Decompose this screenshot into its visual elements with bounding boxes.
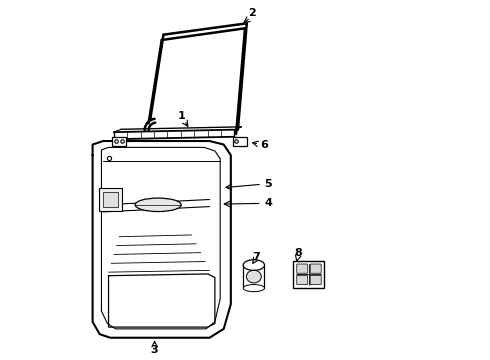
Text: 2: 2 xyxy=(248,8,256,18)
FancyBboxPatch shape xyxy=(310,264,321,273)
Text: 8: 8 xyxy=(294,248,302,258)
FancyBboxPatch shape xyxy=(98,188,122,211)
Ellipse shape xyxy=(243,284,265,292)
FancyBboxPatch shape xyxy=(293,261,324,288)
Text: 1: 1 xyxy=(177,111,185,121)
Ellipse shape xyxy=(243,260,265,270)
Text: 4: 4 xyxy=(264,198,272,208)
Text: 5: 5 xyxy=(264,179,272,189)
FancyBboxPatch shape xyxy=(297,264,308,273)
FancyBboxPatch shape xyxy=(112,137,126,145)
FancyBboxPatch shape xyxy=(102,192,118,207)
Ellipse shape xyxy=(246,270,261,283)
Text: 3: 3 xyxy=(151,345,158,355)
Ellipse shape xyxy=(135,198,181,212)
Text: 6: 6 xyxy=(261,140,269,150)
FancyBboxPatch shape xyxy=(233,137,247,145)
FancyBboxPatch shape xyxy=(310,275,321,284)
Text: 7: 7 xyxy=(252,252,260,262)
FancyBboxPatch shape xyxy=(297,275,308,284)
FancyBboxPatch shape xyxy=(243,265,265,288)
